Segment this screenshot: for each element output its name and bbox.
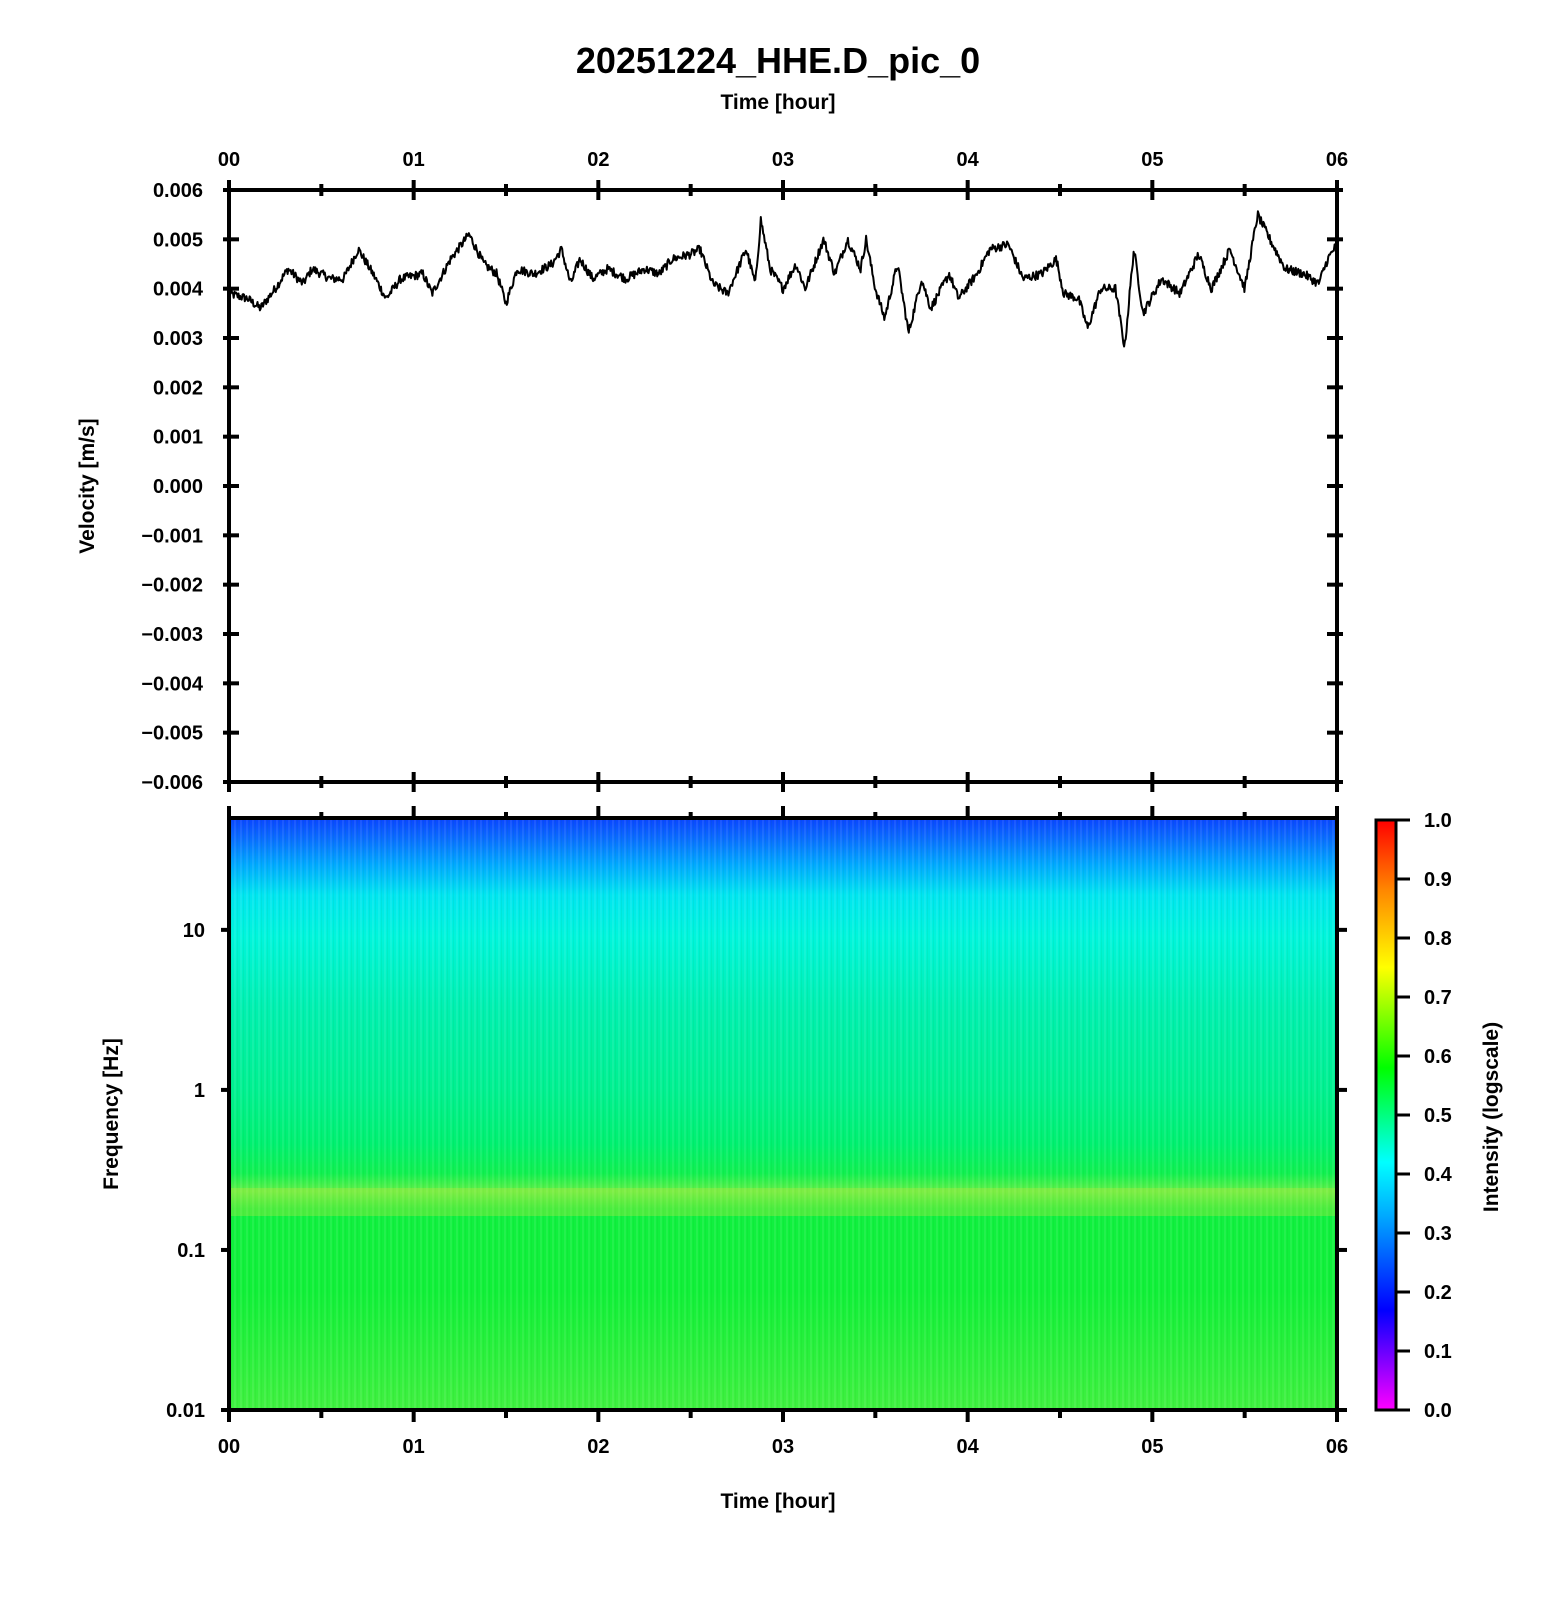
waveform-panel: Time [hour] Velocity [m/s] 00 01 02 03 04 05 0… (76, 91, 1348, 794)
top-x-tick-label: 06 (1326, 149, 1348, 171)
bottom-panel-ticks: 00 01 02 03 04 05 06 10 1 0.1 0.01 (166, 806, 1348, 1458)
top-x-tick-label: 00 (218, 149, 240, 171)
top-y-tick-label: 0.000 (153, 476, 203, 498)
spec-y-tick-label: 0.1 (177, 1240, 205, 1262)
colorbar-tick-label: 1.0 (1424, 810, 1452, 832)
top-x-tick-label: 03 (772, 149, 794, 171)
top-x-tick-label: 02 (587, 149, 609, 171)
spec-x-tick-label: 02 (587, 1436, 609, 1458)
waveform-line (228, 210, 1338, 348)
top-y-tick-label: −0.004 (141, 673, 204, 695)
top-y-tick-label: −0.003 (141, 624, 203, 646)
spec-x-tick-label: 05 (1141, 1436, 1163, 1458)
colorbar-label: Intensity (logscale) (1480, 1022, 1503, 1212)
bottom-x-axis-label: Time [hour] (720, 1490, 835, 1513)
colorbar-tick-label: 0.5 (1424, 1105, 1452, 1127)
top-x-tick-label: 01 (403, 149, 425, 171)
top-y-tick-label: 0.002 (153, 377, 203, 399)
colorbar-tick-label: 0.8 (1424, 928, 1452, 950)
top-x-tick-label: 05 (1141, 149, 1163, 171)
colorbar-tick-label: 0.1 (1424, 1341, 1452, 1363)
colorbar-tick-label: 0.3 (1424, 1223, 1452, 1245)
colorbar-tick-label: 0.0 (1424, 1400, 1452, 1422)
colorbar-tick-label: 0.9 (1424, 869, 1452, 891)
spec-x-tick-label: 03 (772, 1436, 794, 1458)
top-y-axis-label: Velocity [m/s] (76, 418, 99, 553)
spec-y-tick-label: 1 (194, 1080, 205, 1102)
spec-x-tick-label: 01 (403, 1436, 425, 1458)
spec-x-tick-label: 06 (1326, 1436, 1348, 1458)
top-y-tick-label: −0.001 (141, 525, 203, 547)
top-y-tick-label: 0.005 (153, 229, 203, 251)
top-y-tick-label: 0.006 (153, 180, 203, 202)
top-y-tick-label: −0.002 (141, 575, 203, 597)
spec-y-tick-label: 0.01 (166, 1400, 205, 1422)
top-y-tick-label: −0.005 (141, 723, 203, 745)
top-y-tick-label: 0.001 (153, 427, 203, 449)
top-y-tick-label: 0.004 (153, 279, 204, 301)
top-x-axis-label: Time [hour] (720, 91, 835, 114)
spectrogram-band-0.2hz (229, 1188, 1337, 1216)
colorbar-tick-label: 0.7 (1424, 987, 1452, 1009)
colorbar-tick-label: 0.2 (1424, 1282, 1452, 1304)
spectrogram-panel: 00 01 02 03 04 05 06 10 1 0.1 0.01 Time [hour] Fre… (100, 806, 1348, 1513)
top-plot-frame (227, 188, 1339, 784)
top-y-tick-label: 0.003 (153, 328, 203, 350)
top-panel-ticks: 00 01 02 03 04 05 06 0.006 0.005 0.004 0.003 0.002 0… (141, 149, 1348, 794)
top-y-tick-label: −0.006 (141, 772, 203, 794)
colorbar-ticks: 1.0 0.9 0.8 0.7 0.6 0.5 0.4 0.3 0.2 0.1 0.0 (1396, 810, 1453, 1422)
colorbar-gradient (1374, 818, 1398, 1412)
spec-x-tick-label: 00 (218, 1436, 240, 1458)
colorbar-tick-label: 0.6 (1424, 1046, 1452, 1068)
chart-title: 20251224_HHE.D_pic_0 (576, 40, 980, 81)
top-x-tick-label: 04 (957, 149, 980, 171)
colorbar-tick-label: 0.4 (1424, 1164, 1453, 1186)
spec-y-tick-label: 10 (183, 920, 205, 942)
colorbar: 1.0 0.9 0.8 0.7 0.6 0.5 0.4 0.3 0.2 0.1 0.0 Intens… (1374, 810, 1503, 1422)
spec-x-tick-label: 04 (957, 1436, 980, 1458)
bottom-y-axis-label: Frequency [Hz] (100, 1038, 123, 1190)
spectrogram-texture (229, 818, 1337, 1410)
